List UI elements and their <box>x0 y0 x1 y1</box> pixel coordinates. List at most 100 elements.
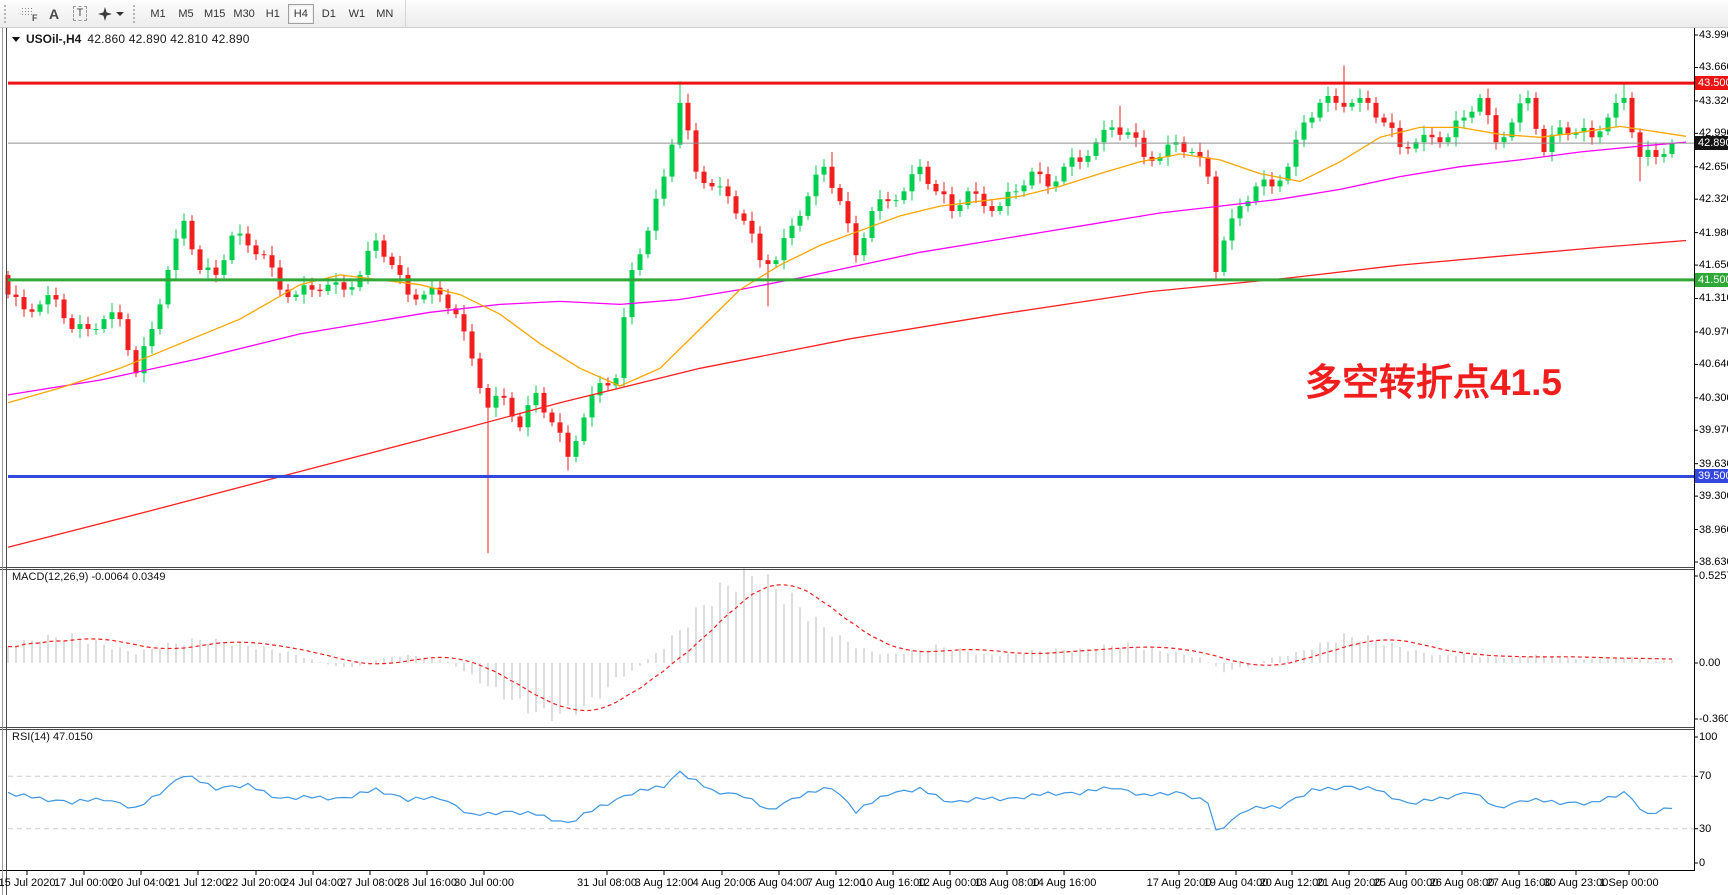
time-axis-label: 13 Aug 08:00 <box>974 877 1040 889</box>
price-axis-label: 43.990 <box>1699 29 1728 41</box>
candle-body <box>1325 95 1331 103</box>
candle-body <box>1381 117 1387 123</box>
candle-body <box>1605 117 1611 132</box>
price-axis-label: 41.980 <box>1699 226 1728 239</box>
candle-body <box>933 183 939 192</box>
timeframe-button-m30[interactable]: M30 <box>230 4 257 24</box>
price-axis-label: 40.640 <box>1699 358 1728 371</box>
candle-body <box>909 174 915 192</box>
price-axis-label: 38.630 <box>1699 555 1728 568</box>
candle-body <box>1349 102 1355 107</box>
candle-body <box>1541 128 1547 153</box>
candle-body <box>845 201 851 224</box>
macd-axis-label: -0.3603 <box>1699 713 1728 725</box>
candle-body <box>1117 127 1123 135</box>
price-level-badge: 39.500 <box>1695 469 1728 484</box>
candle-body <box>1581 127 1587 133</box>
time-axis-label: 26 Aug 08:00 <box>1429 877 1495 889</box>
toolbar-grip[interactable] <box>133 4 140 23</box>
window-edge <box>2 28 3 895</box>
time-axis-label: 31 Jul 08:00 <box>577 877 637 889</box>
candle-body <box>733 196 739 214</box>
candle-body <box>749 220 755 234</box>
candle-body <box>1069 157 1075 167</box>
candle-body <box>221 260 227 275</box>
candle-body <box>1261 179 1267 187</box>
candle-body <box>581 417 587 442</box>
candle-body <box>613 378 619 386</box>
candle-body <box>389 256 395 266</box>
symbol-timeframe-label: USOil-,H4 <box>26 32 82 46</box>
candle-body <box>1373 102 1379 118</box>
candle-body <box>245 233 251 246</box>
time-axis-label: 15 Jul 2020 <box>0 877 56 889</box>
time-axis-label: 12 Aug 00:00 <box>917 877 983 889</box>
timeframe-button-w1[interactable]: W1 <box>344 4 370 24</box>
collapse-triangle-icon[interactable] <box>12 36 20 42</box>
time-axis-label: 17 Jul 00:00 <box>54 877 114 889</box>
candle-body <box>53 295 59 300</box>
chevron-down-icon <box>116 11 124 16</box>
candle-body <box>1141 137 1147 157</box>
candle-body <box>997 206 1003 211</box>
candle-body <box>197 249 203 270</box>
candle-body <box>805 196 811 216</box>
timeframe-button-h1[interactable]: H1 <box>260 4 286 24</box>
time-axis-label: 17 Aug 20:00 <box>1146 877 1212 889</box>
ma-magenta-line <box>7 141 1687 396</box>
candle-body <box>925 166 931 184</box>
candle-body <box>765 260 771 265</box>
timeframe-button-m5[interactable]: M5 <box>173 4 199 24</box>
timeframe-button-d1[interactable]: D1 <box>316 4 342 24</box>
candle-body <box>821 166 827 175</box>
timeframe-button-m15[interactable]: M15 <box>201 4 228 24</box>
candle-body <box>509 397 515 417</box>
candle-body <box>1557 127 1563 135</box>
indicator-grid-button[interactable]: F <box>16 3 40 25</box>
candle-body <box>1501 137 1507 143</box>
candle-body <box>869 210 875 239</box>
ma-red-line <box>7 239 1687 548</box>
candle-body <box>709 182 715 187</box>
rsi-axis-label: 70 <box>1699 770 1712 783</box>
candle-body <box>757 233 763 261</box>
timeframe-button-h4[interactable]: H4 <box>287 3 314 24</box>
candle-body <box>541 392 547 413</box>
candle-body <box>1341 102 1347 107</box>
candle-body <box>1525 97 1531 104</box>
candle-body <box>1061 166 1067 182</box>
candle-body <box>1277 180 1283 187</box>
candle-body <box>373 240 379 251</box>
candle-body <box>621 317 627 379</box>
candle-body <box>21 297 27 310</box>
label-tool-button[interactable]: A <box>42 3 66 25</box>
grid-pattern-icon: F <box>20 7 38 23</box>
toolbar-grip[interactable] <box>4 4 11 23</box>
macd-signal-line <box>7 584 1673 712</box>
candle-body <box>5 274 11 295</box>
candle-body <box>517 416 523 428</box>
objects-dropdown-button[interactable] <box>94 3 128 25</box>
candle-body <box>269 255 275 268</box>
timeframe-button-mn[interactable]: MN <box>372 4 398 24</box>
candle-body <box>1637 132 1643 157</box>
candle-body <box>893 200 899 202</box>
candle-body <box>789 225 795 239</box>
candle-body <box>1661 153 1667 157</box>
candle-body <box>301 285 307 295</box>
time-axis-label: 10 Aug 16:00 <box>860 877 926 889</box>
macd-axis-label: 0.5257 <box>1699 569 1728 582</box>
candle-body <box>597 383 603 396</box>
candle-body <box>501 395 507 398</box>
candle-body <box>1397 127 1403 148</box>
candle-body <box>741 213 747 221</box>
candle-body <box>973 191 979 194</box>
timeframe-button-m1[interactable]: M1 <box>145 4 171 24</box>
chart-text-annotation[interactable]: 多空转折点41.5 <box>1305 362 1563 403</box>
text-tool-button[interactable]: T <box>68 3 92 25</box>
candle-body <box>1101 129 1107 143</box>
candle-body <box>637 254 643 270</box>
candle-body <box>149 328 155 347</box>
candle-body <box>1421 134 1427 143</box>
